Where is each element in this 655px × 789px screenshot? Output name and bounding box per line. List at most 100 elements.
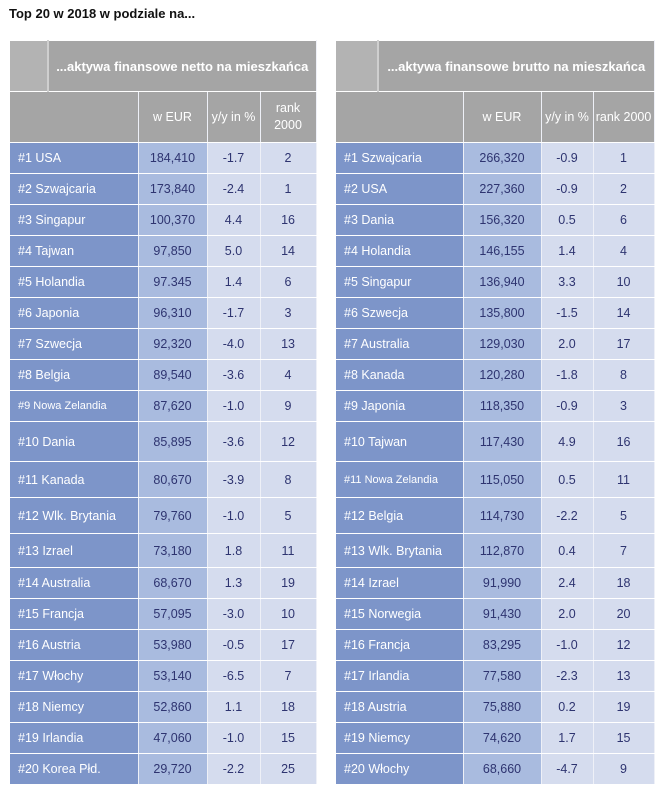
- cell-yy: -4.7: [541, 753, 594, 785]
- cell-name: #3 Dania: [336, 204, 464, 236]
- cell-eur: 135,800: [463, 297, 542, 329]
- cell-name: #8 Kanada: [336, 359, 464, 391]
- cell-name: #20 Włochy: [336, 753, 464, 785]
- table-row: #15 Norwegia 91,430 2.0 20: [336, 598, 655, 630]
- cell-name: #19 Irlandia: [10, 722, 139, 754]
- table-row: #19 Irlandia 47,060 -1.0 15: [10, 722, 317, 754]
- cell-rk: 18: [593, 567, 655, 599]
- cell-eur: 266,320: [463, 142, 542, 174]
- cell-eur: 112,870: [463, 533, 542, 568]
- cell-yy: 2.4: [541, 567, 594, 599]
- header-blank: [336, 40, 379, 92]
- cell-yy: -3.9: [207, 461, 261, 498]
- cell-name: #4 Holandia: [336, 235, 464, 267]
- cell-eur: 52,860: [138, 691, 208, 723]
- cell-name: #5 Singapur: [336, 266, 464, 298]
- cell-eur: 83,295: [463, 629, 542, 661]
- header-yy: y/y in %: [207, 91, 261, 143]
- cell-eur: 117,430: [463, 421, 542, 462]
- cell-eur: 47,060: [138, 722, 208, 754]
- cell-name: #4 Tajwan: [10, 235, 139, 267]
- cell-eur: 118,350: [463, 390, 542, 422]
- cell-yy: 5.0: [207, 235, 261, 267]
- cell-rk: 11: [260, 533, 317, 568]
- cell-yy: -1.8: [541, 359, 594, 391]
- cell-name: #16 Austria: [10, 629, 139, 661]
- cell-eur: 97.345: [138, 266, 208, 298]
- cell-yy: -0.5: [207, 629, 261, 661]
- cell-name: #7 Australia: [336, 328, 464, 360]
- cell-rk: 17: [260, 629, 317, 661]
- table-row: #2 USA 227,360 -0.9 2: [336, 173, 655, 205]
- cell-yy: -1.0: [541, 629, 594, 661]
- cell-rk: 12: [593, 629, 655, 661]
- cell-eur: 114,730: [463, 497, 542, 534]
- cell-eur: 92,320: [138, 328, 208, 360]
- header-rank: rank 2000: [260, 91, 317, 143]
- cell-eur: 73,180: [138, 533, 208, 568]
- table-row: #6 Japonia 96,310 -1.7 3: [10, 297, 317, 329]
- table-heading: ...aktywa finansowe netto na mieszkańca: [48, 40, 317, 92]
- cell-name: #11 Kanada: [10, 461, 139, 498]
- cell-yy: -2.3: [541, 660, 594, 692]
- cell-eur: 227,360: [463, 173, 542, 205]
- cell-yy: -1.5: [541, 297, 594, 329]
- header-eur: w EUR: [463, 91, 542, 143]
- page-title: Top 20 w 2018 w podziale na...: [9, 6, 196, 21]
- cell-rk: 8: [593, 359, 655, 391]
- cell-name: #15 Francja: [10, 598, 139, 630]
- cell-eur: 173,840: [138, 173, 208, 205]
- cell-rk: 9: [593, 753, 655, 785]
- table-row: #16 Austria 53,980 -0.5 17: [10, 629, 317, 661]
- table-row: #2 Szwajcaria 173,840 -2.4 1: [10, 173, 317, 205]
- cell-yy: -3.6: [207, 359, 261, 391]
- cell-name: #5 Holandia: [10, 266, 139, 298]
- cell-rk: 4: [260, 359, 317, 391]
- cell-rk: 19: [593, 691, 655, 723]
- cell-name: #10 Dania: [10, 421, 139, 462]
- header-rank: rank 2000: [593, 91, 655, 143]
- table-row: #7 Australia 129,030 2.0 17: [336, 328, 655, 360]
- table-row: #15 Francja 57,095 -3.0 10: [10, 598, 317, 630]
- header-eur: w EUR: [138, 91, 208, 143]
- cell-name: #1 USA: [10, 142, 139, 174]
- cell-name: #18 Austria: [336, 691, 464, 723]
- table-gross-assets: ...aktywa finansowe brutto na mieszkańca…: [336, 40, 655, 785]
- table-row: #3 Dania 156,320 0.5 6: [336, 204, 655, 236]
- cell-rk: 16: [260, 204, 317, 236]
- cell-name: #18 Niemcy: [10, 691, 139, 723]
- cell-yy: 0.5: [541, 204, 594, 236]
- cell-yy: 0.4: [541, 533, 594, 568]
- cell-name: #3 Singapur: [10, 204, 139, 236]
- cell-eur: 68,660: [463, 753, 542, 785]
- table-row: #20 Korea Płd. 29,720 -2.2 25: [10, 753, 317, 785]
- cell-name: #13 Izrael: [10, 533, 139, 568]
- cell-rk: 1: [593, 142, 655, 174]
- cell-name: #14 Izrael: [336, 567, 464, 599]
- table-row: #18 Niemcy 52,860 1.1 18: [10, 691, 317, 723]
- table-row: #9 Japonia 118,350 -0.9 3: [336, 390, 655, 422]
- cell-eur: 53,140: [138, 660, 208, 692]
- cell-yy: -4.0: [207, 328, 261, 360]
- table-row: #13 Izrael 73,180 1.8 11: [10, 533, 317, 568]
- cell-yy: -2.4: [207, 173, 261, 205]
- table-row: #5 Holandia 97.345 1.4 6: [10, 266, 317, 298]
- cell-yy: 2.0: [541, 328, 594, 360]
- cell-eur: 77,580: [463, 660, 542, 692]
- cell-rk: 25: [260, 753, 317, 785]
- cell-yy: 0.5: [541, 461, 594, 498]
- cell-yy: -1.7: [207, 142, 261, 174]
- table-heading: ...aktywa finansowe brutto na mieszkańca: [378, 40, 655, 92]
- cell-rk: 5: [260, 497, 317, 534]
- cell-eur: 96,310: [138, 297, 208, 329]
- cell-name: #6 Szwecja: [336, 297, 464, 329]
- cell-name: #9 Nowa Zelandia: [10, 390, 139, 422]
- cell-eur: 97,850: [138, 235, 208, 267]
- cell-yy: -0.9: [541, 390, 594, 422]
- table-row: #3 Singapur 100,370 4.4 16: [10, 204, 317, 236]
- cell-yy: -3.6: [207, 421, 261, 462]
- cell-yy: -0.9: [541, 173, 594, 205]
- cell-rk: 10: [260, 598, 317, 630]
- table-row: #8 Kanada 120,280 -1.8 8: [336, 359, 655, 391]
- table-row: #4 Tajwan 97,850 5.0 14: [10, 235, 317, 267]
